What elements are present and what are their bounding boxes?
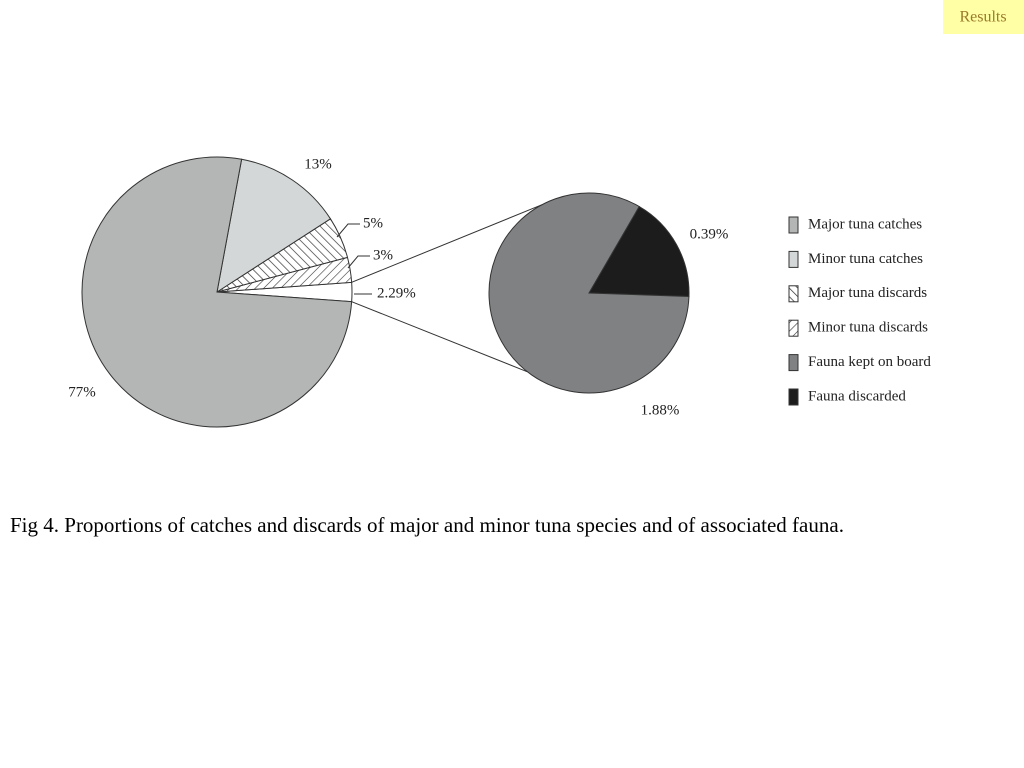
badge: Results: [959, 9, 1006, 26]
pie-slice: [216, 158, 332, 294]
legend-label: Major tuna discards: [808, 285, 927, 301]
legend-label: Minor tuna catches: [808, 251, 923, 267]
legend-swatch: [788, 216, 799, 234]
connector: [351, 301, 528, 373]
value-label: 13%: [304, 156, 332, 172]
leader-line: [347, 255, 370, 269]
value-label: 5%: [363, 215, 383, 231]
pie-slice: [488, 192, 690, 394]
connector: [351, 204, 543, 283]
pie-slice: [588, 205, 690, 298]
caption: Fig 4. Proportions of catches and discar…: [10, 513, 844, 537]
legend-swatch: [788, 250, 799, 268]
legend-label: Minor tuna discards: [808, 320, 928, 336]
value-label: 3%: [373, 247, 393, 263]
legend-swatch: [788, 388, 799, 406]
legend-label: Major tuna catches: [808, 216, 922, 232]
legend-label: Fauna discarded: [808, 388, 906, 404]
leader-line: [336, 223, 360, 238]
legend-swatch: [788, 285, 799, 303]
value-label: 77%: [68, 384, 96, 400]
value-label: 1.88%: [641, 402, 680, 418]
legend-label: Fauna kept on board: [808, 354, 931, 370]
pie-slice: [81, 156, 353, 428]
legend-swatch: [788, 354, 799, 372]
value-label: 2.29%: [377, 285, 416, 301]
badge-bg: [943, 0, 1024, 34]
value-label: 0.39%: [690, 226, 729, 242]
legend-swatch: [788, 319, 799, 337]
